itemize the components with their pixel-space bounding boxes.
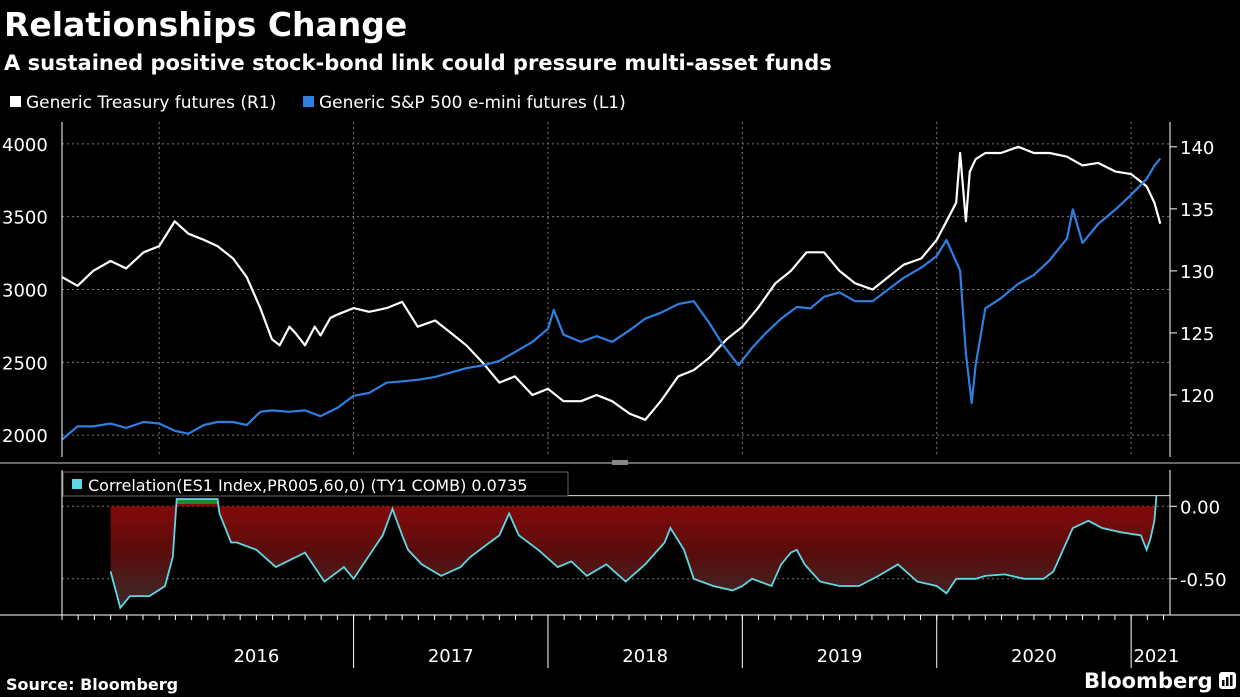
x-axis: 2016 2017 2018 2019 2020 2021 — [0, 614, 1240, 668]
right-axis-tick-label: 130 — [1180, 262, 1214, 283]
right-axis-tick-label: 140 — [1180, 138, 1214, 159]
correlation-legend-swatch — [72, 479, 82, 489]
chart-title: Relationships Change — [4, 5, 407, 44]
lower-ticks: 0.00 -0.50 — [61, 470, 1227, 615]
correlation-negative-area — [110, 504, 1157, 608]
bloomberg-icon-bar — [1222, 680, 1225, 686]
left-axis-tick-label: 2000 — [2, 426, 48, 447]
upper-plot — [61, 145, 1162, 441]
legend: Generic Treasury futures (R1) Generic S&… — [10, 93, 626, 113]
chart-subtitle: A sustained positive stock-bond link cou… — [4, 51, 832, 75]
left-axis-tick-label: 4000 — [2, 135, 48, 156]
x-axis-year-label: 2021 — [1133, 646, 1179, 667]
right-axis-tick-label: 120 — [1180, 386, 1214, 407]
left-axis-tick-label: 3500 — [2, 208, 48, 229]
correlation-legend: Correlation(ES1 Index,PR005,60,0) (TY1 C… — [62, 471, 569, 497]
legend-label-treasury: Generic Treasury futures (R1) — [26, 93, 276, 113]
correlation-line — [109, 496, 1158, 610]
upper-grid — [62, 122, 1170, 457]
treasury-futures-line — [61, 145, 1162, 421]
legend-swatch-sp500 — [303, 96, 314, 107]
upper-ticks: 2000 2500 3000 3500 4000 120 125 130 135 140 — [2, 122, 1214, 457]
panel-divider-handle[interactable] — [612, 460, 628, 465]
x-axis-year-label: 2016 — [233, 646, 279, 667]
legend-label-sp500: Generic S&P 500 e-mini futures (L1) — [319, 93, 626, 113]
legend-swatch-treasury — [10, 96, 21, 107]
x-axis-year-label: 2019 — [817, 646, 863, 667]
bloomberg-icon-bar — [1230, 675, 1233, 686]
correlation-legend-box — [62, 471, 569, 497]
bloomberg-icon-bar — [1226, 677, 1229, 686]
x-axis-year-label: 2020 — [1011, 646, 1057, 667]
left-axis-tick-label: 3000 — [2, 281, 48, 302]
source-label: Source: Bloomberg — [6, 675, 178, 694]
correlation-tick-label: -0.50 — [1180, 570, 1227, 591]
correlation-tick-label: 0.00 — [1180, 497, 1220, 518]
sp500-futures-line — [61, 157, 1162, 441]
brand-wordmark: Bloomberg — [1084, 669, 1213, 693]
bloomberg-logo: Bloomberg — [1084, 669, 1236, 693]
x-axis-year-label: 2018 — [622, 646, 668, 667]
right-axis-tick-label: 125 — [1180, 324, 1214, 345]
x-axis-year-label: 2017 — [428, 646, 474, 667]
right-axis-tick-label: 135 — [1180, 200, 1214, 221]
correlation-legend-label: Correlation(ES1 Index,PR005,60,0) (TY1 C… — [88, 476, 527, 495]
left-axis-tick-label: 2500 — [2, 353, 48, 374]
